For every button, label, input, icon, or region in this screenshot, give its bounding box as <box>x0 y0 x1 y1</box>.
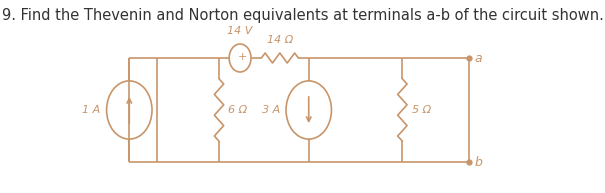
Text: b: b <box>475 156 483 168</box>
Text: a: a <box>475 52 483 64</box>
Text: 14 Ω: 14 Ω <box>267 35 293 45</box>
Text: +: + <box>238 52 247 62</box>
Text: 9. Find the Thevenin and Norton equivalents at terminals a-b of the circuit show: 9. Find the Thevenin and Norton equivale… <box>2 8 603 23</box>
Text: 5 Ω: 5 Ω <box>412 105 431 115</box>
Text: 3 A: 3 A <box>261 105 280 115</box>
Text: 6 Ω: 6 Ω <box>228 105 247 115</box>
Text: 1 A: 1 A <box>82 105 100 115</box>
Text: 14 V: 14 V <box>227 26 253 36</box>
